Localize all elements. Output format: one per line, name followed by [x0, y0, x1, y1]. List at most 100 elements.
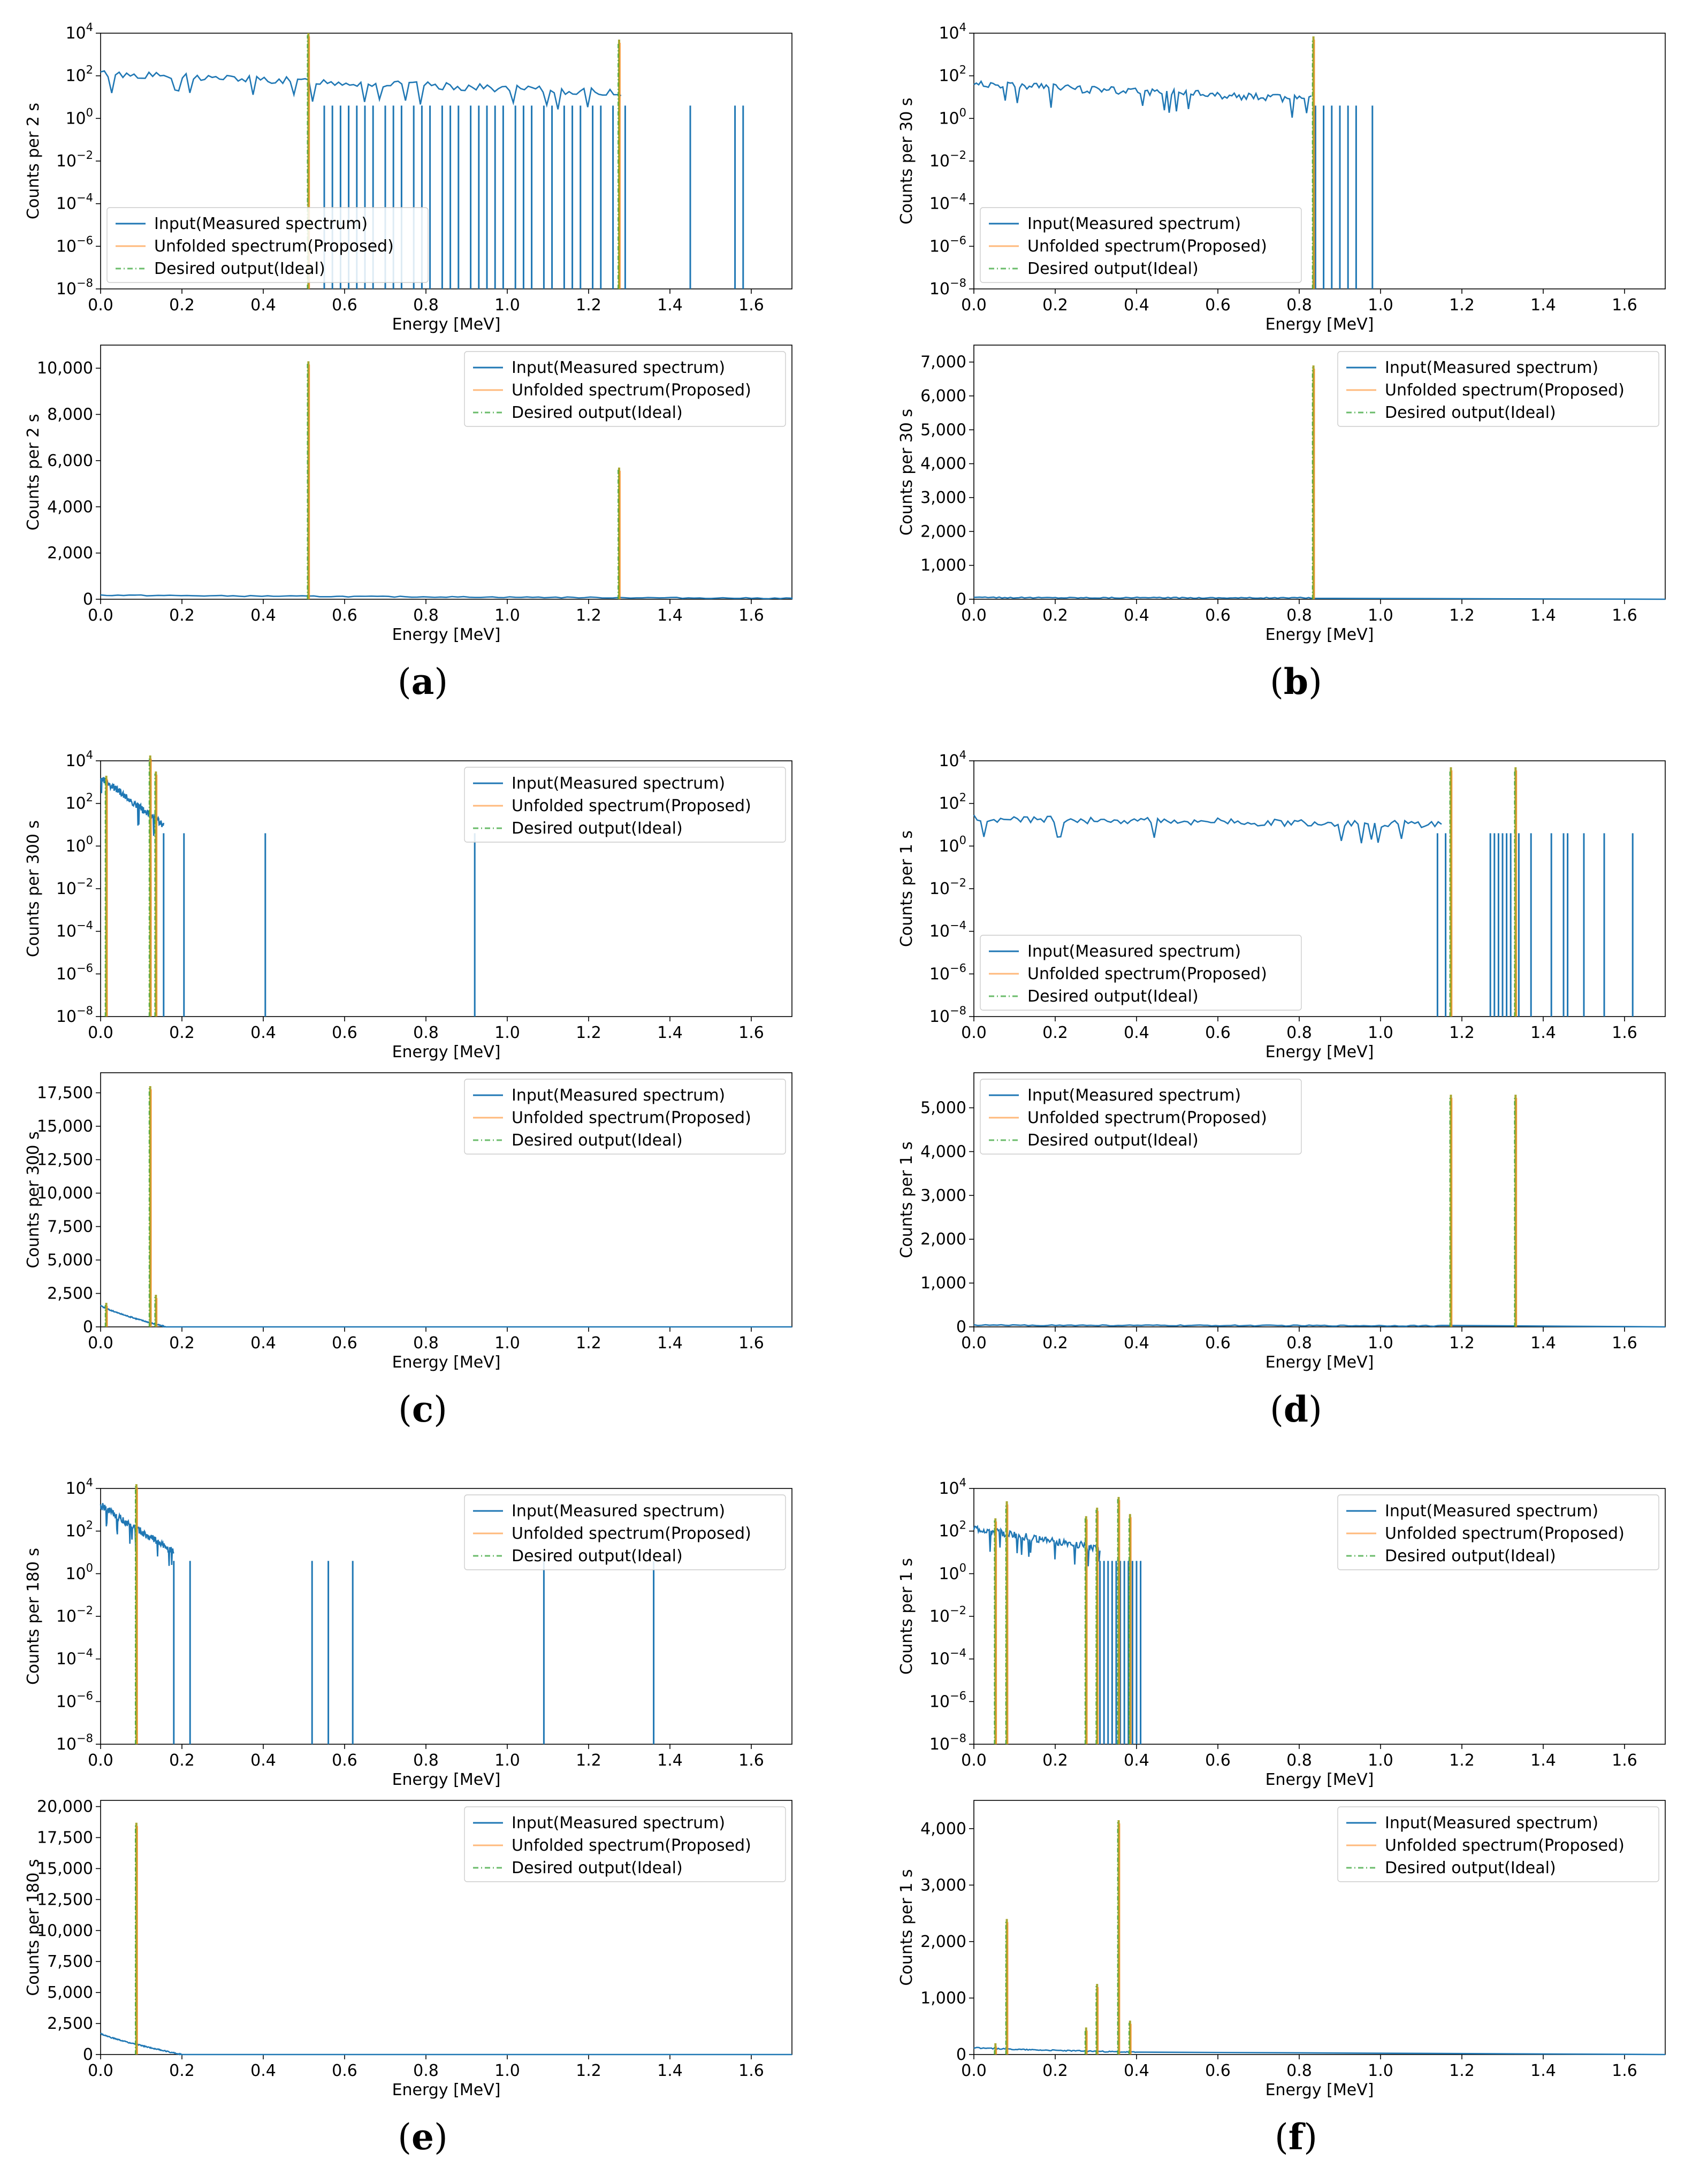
lin-legend-input-label: Input(Measured spectrum): [1385, 1814, 1598, 1832]
lin-peak: [1128, 2020, 1132, 2055]
log-x-tick-label: 1.4: [657, 1751, 683, 1770]
lin-peak: [1005, 1919, 1009, 2055]
log-x-tick-label: 1.6: [1612, 1024, 1637, 1042]
log-x-tick-label: 0.8: [1286, 1024, 1312, 1042]
log-legend: Input(Measured spectrum) Unfolded spectru…: [106, 207, 429, 283]
lin-y-tick-label: 8,000: [47, 406, 93, 424]
panel-d: 0.0 0.2 0.4 0.6 0.8 1.0 1.2 1.4 1.6 Energy [MeV] 1…: [873, 728, 1700, 1455]
lin-x-tick-label: 0.6: [1205, 606, 1231, 625]
log-x-tick-label: 0.0: [961, 1024, 987, 1042]
lin-ylabel: Counts per 1 s: [897, 1142, 916, 1258]
log-legend-input-label: Input(Measured spectrum): [1027, 215, 1241, 233]
lin-y-tick-label: 15,000: [37, 1859, 93, 1878]
log-y-tick-exponent: 0: [959, 834, 966, 846]
panel-label: (d): [1270, 1388, 1322, 1430]
log-x-tick-label: 0.4: [250, 1751, 276, 1770]
log-y-tick-label: 10−6: [929, 961, 966, 983]
log-legend: Input(Measured spectrum) Unfolded spectru…: [980, 935, 1302, 1011]
lin-frame: [973, 1800, 1666, 2055]
log-x-tick-label: 1.0: [494, 1751, 520, 1770]
lin-legend-box: [464, 1079, 786, 1155]
log-y-tick-exponent: 0: [959, 1561, 966, 1574]
panel-b: 0.0 0.2 0.4 0.6 0.8 1.0 1.2 1.4 1.6 Energy [MeV] 1…: [873, 0, 1700, 728]
lin-x-tick-label: 1.2: [576, 606, 601, 625]
log-legend-input-label: Input(Measured spectrum): [1385, 1502, 1598, 1521]
log-x-tick-label: 0.2: [169, 1024, 195, 1042]
log-x-tick-label: 1.6: [1612, 1751, 1637, 1770]
log-x-tick-label: 0.8: [413, 1751, 439, 1770]
lin-peak: [1449, 1094, 1453, 1327]
lin-legend-box: [1337, 1806, 1659, 1882]
lin-x-tick-label: 0.8: [413, 2061, 439, 2080]
panel-f: 0.0 0.2 0.4 0.6 0.8 1.0 1.2 1.4 1.6 Energy [MeV] 1…: [873, 1455, 1700, 2183]
log-x-tick-label: 0.2: [169, 1751, 195, 1770]
lin-x-tick-label: 1.2: [1449, 2061, 1475, 2080]
log-x-tick-label: 0.4: [1124, 1024, 1149, 1042]
lin-x-tick-label: 0.0: [961, 606, 987, 625]
lin-x-tick-label: 1.4: [657, 2061, 683, 2080]
log-peak: [1312, 36, 1315, 289]
log-x-tick-label: 0.2: [1042, 296, 1068, 315]
log-y-tick-exponent: 2: [959, 1519, 966, 1532]
lin-peak: [1117, 1820, 1120, 2055]
log-legend-desired-label: Desired output(Ideal): [512, 819, 683, 838]
log-y-tick-label: 104: [65, 749, 93, 770]
lin-x-tick-label: 1.6: [738, 2061, 764, 2080]
log-y-tick-label: 10−6: [929, 1689, 966, 1711]
log-x-tick-label: 1.4: [1530, 1024, 1556, 1042]
log-x-tick-label: 0.6: [1205, 1751, 1231, 1770]
log-xlabel: Energy [MeV]: [392, 315, 501, 334]
lin-peak: [104, 1303, 108, 1327]
lin-x-tick-label: 0.4: [250, 2061, 276, 2080]
lin-legend: Input(Measured spectrum) Unfolded spectru…: [464, 351, 786, 427]
log-legend-unfolded-label: Unfolded spectrum(Proposed): [512, 1524, 751, 1543]
log-y-tick-label: 10−6: [56, 961, 93, 983]
lin-y-tick-label: 0: [83, 2045, 93, 2064]
log-ylabel: Counts per 1 s: [897, 830, 916, 947]
log-legend-box: [106, 207, 429, 283]
panel-label: (e): [398, 2116, 448, 2158]
log-input-spectrum-line: [973, 1524, 1101, 1567]
lin-legend-input-label: Input(Measured spectrum): [512, 1086, 725, 1105]
lin-input-spectrum-line: [973, 1324, 1666, 1328]
lin-y-tick-label: 17,500: [37, 1829, 93, 1847]
lin-y-tick-label: 4,000: [920, 1142, 966, 1161]
lin-legend-desired-label: Desired output(Ideal): [1027, 1131, 1199, 1150]
log-y-tick-label: 100: [939, 834, 966, 856]
log-legend: Input(Measured spectrum) Unfolded spectru…: [464, 767, 786, 843]
log-y-tick-exponent: −2: [77, 876, 93, 889]
lin-frame: [973, 1072, 1666, 1327]
lin-xlabel: Energy [MeV]: [1266, 625, 1374, 644]
lin-peak: [1084, 2027, 1088, 2055]
log-legend: Input(Measured spectrum) Unfolded spectru…: [1337, 1494, 1659, 1570]
log-legend-box: [464, 767, 786, 843]
lin-x-tick-label: 1.2: [576, 2061, 601, 2080]
log-legend-input-label: Input(Measured spectrum): [512, 774, 725, 793]
log-y-tick-exponent: 4: [86, 1476, 93, 1489]
lin-legend-input-label: Input(Measured spectrum): [512, 358, 725, 377]
log-y-tick-label: 10−4: [929, 192, 966, 213]
log-x-tick-label: 1.4: [1530, 296, 1556, 315]
lin-x-tick-label: 0.8: [413, 606, 439, 625]
log-y-tick-label: 100: [939, 1561, 966, 1583]
lin-legend-box: [464, 351, 786, 427]
lin-legend-unfolded-label: Unfolded spectrum(Proposed): [512, 1109, 751, 1127]
lin-legend-box: [1337, 351, 1659, 427]
lin-x-tick-label: 1.4: [1530, 1334, 1556, 1353]
log-y-tick-exponent: 2: [86, 791, 93, 804]
lin-y-tick-label: 10,000: [37, 1184, 93, 1203]
lin-legend-input-label: Input(Measured spectrum): [1027, 1086, 1241, 1105]
log-y-tick-label: 102: [939, 791, 966, 813]
lin-x-tick-label: 0.6: [332, 2061, 357, 2080]
lin-x-tick-label: 0.2: [1042, 1334, 1068, 1353]
log-y-tick-exponent: −4: [950, 1647, 966, 1660]
lin-y-tick-label: 2,000: [47, 544, 93, 563]
log-legend-input-label: Input(Measured spectrum): [1027, 942, 1241, 961]
lin-legend-desired-label: Desired output(Ideal): [512, 1859, 683, 1877]
log-peak: [1005, 1501, 1009, 1744]
log-y-tick-exponent: 4: [959, 749, 966, 761]
lin-x-tick-label: 0.4: [1124, 1334, 1149, 1353]
log-x-tick-label: 0.8: [1286, 296, 1312, 315]
lin-y-tick-label: 0: [956, 590, 966, 609]
